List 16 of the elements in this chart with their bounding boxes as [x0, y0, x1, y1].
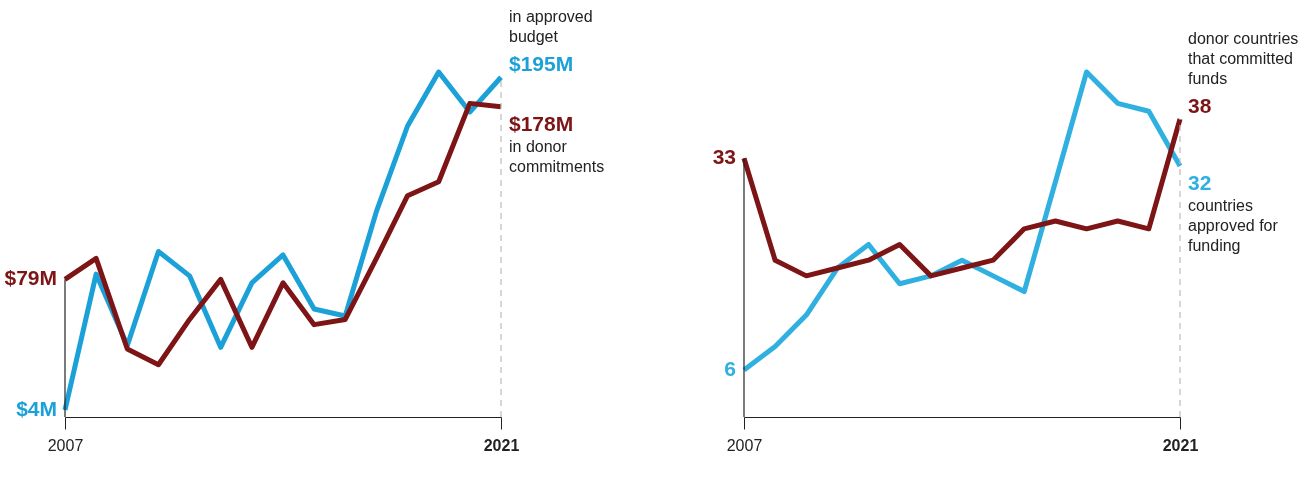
data-label: $195M — [509, 52, 574, 76]
annotation: in approved budget — [509, 8, 593, 46]
x-tick-label: 2007 — [47, 436, 84, 454]
data-label: 32 — [1188, 171, 1212, 195]
data-label: 33 — [712, 145, 736, 169]
annotation: donor countries that committed funds — [1188, 30, 1299, 88]
data-label: $4M — [16, 397, 57, 421]
annotation: countries approved for funding — [1188, 197, 1279, 255]
data-label: $178M — [509, 111, 574, 135]
x-tick-label: 2007 — [726, 436, 763, 454]
data-label: 6 — [724, 356, 736, 380]
x-tick-label: 2021 — [1162, 436, 1199, 454]
data-label: 38 — [1188, 94, 1212, 118]
data-label: $79M — [4, 266, 57, 290]
annotation: in donor commitments — [509, 137, 605, 175]
x-tick-label: 2021 — [483, 436, 520, 454]
